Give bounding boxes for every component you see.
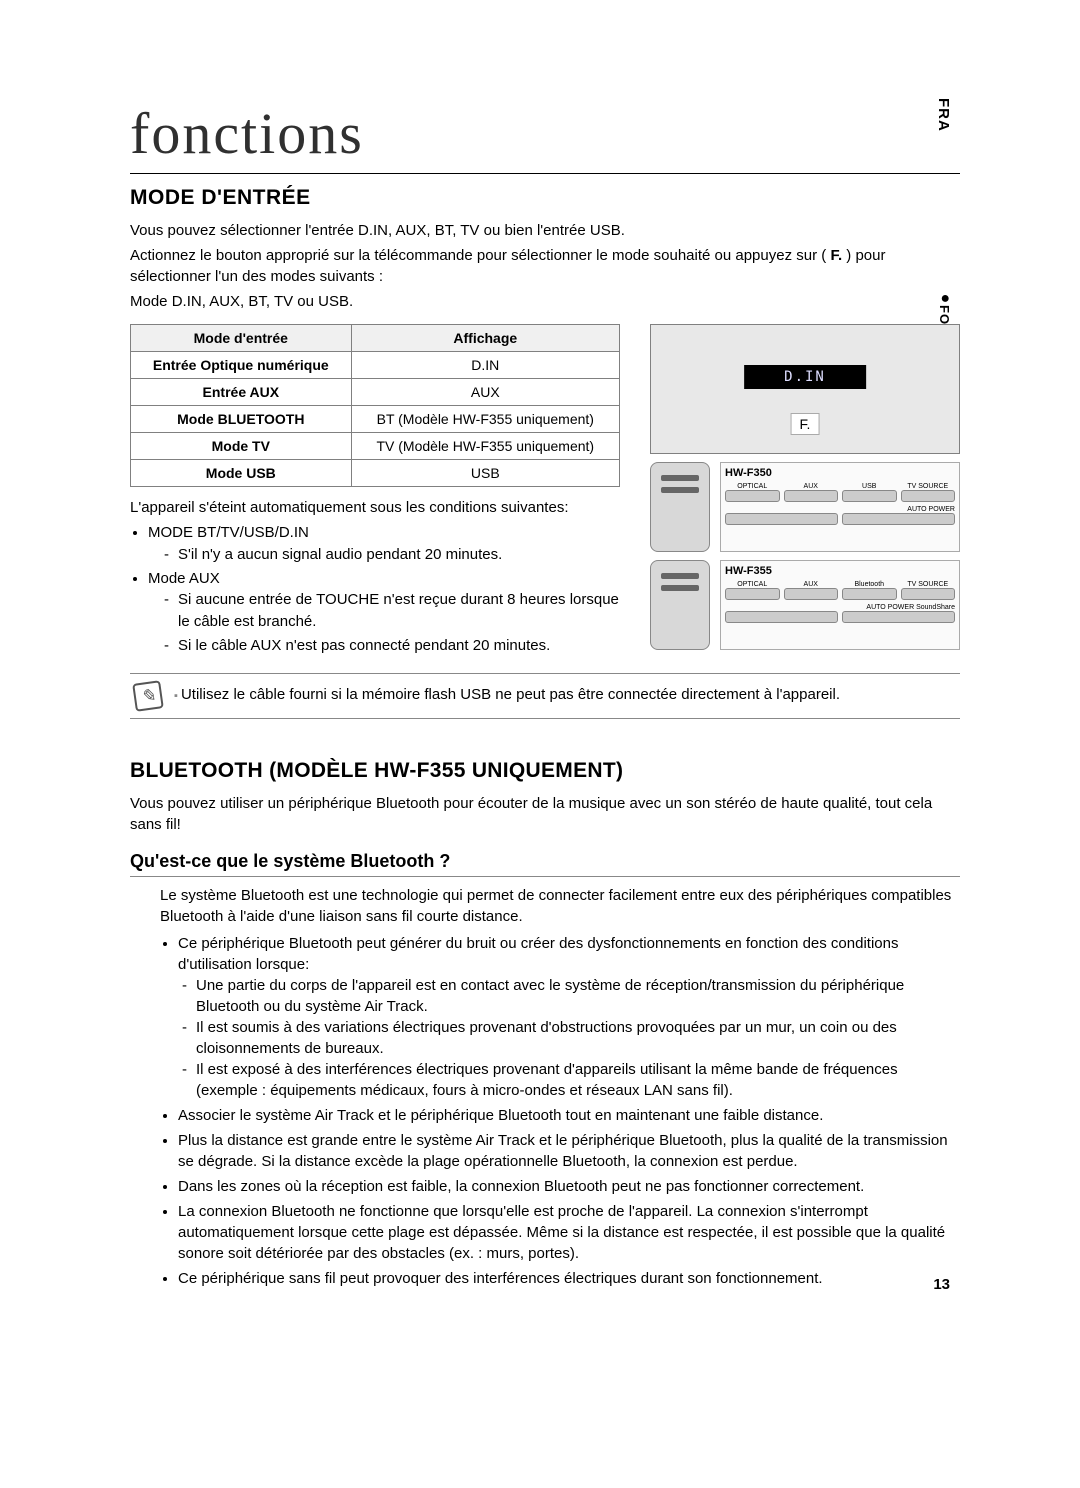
bt-bullet-list: Ce périphérique Bluetooth peut générer d… xyxy=(178,933,960,1289)
list-item: La connexion Bluetooth ne fonctionne que… xyxy=(178,1201,960,1264)
th-display: Affichage xyxy=(351,325,619,352)
note-box: ✎ Utilisez le câble fourni si la mémoire… xyxy=(130,673,960,719)
bluetooth-heading: BLUETOOTH (MODÈLE HW-F355 UNIQUEMENT) xyxy=(130,759,960,783)
remote-button-labels: OPTICAL AUX Bluetooth TV SOURCE xyxy=(725,581,955,588)
list-item: Mode AUX Si aucune entrée de TOUCHE n'es… xyxy=(148,568,620,657)
list-item: S'il n'y a aucun signal audio pendant 20… xyxy=(164,544,620,566)
list-item: MODE BT/TV/USB/D.IN S'il n'y a aucun sig… xyxy=(148,522,620,566)
list-item: Si le câble AUX n'est pas connecté penda… xyxy=(164,635,620,657)
remote-model: HW-F355 xyxy=(725,565,955,577)
remote-model: HW-F350 xyxy=(725,467,955,479)
page-number: 13 xyxy=(933,1276,950,1293)
intro-p2a: Actionnez le bouton approprié sur la tél… xyxy=(130,247,830,264)
list-item: Ce périphérique Bluetooth peut générer d… xyxy=(178,933,960,1101)
remote-button-labels: OPTICAL AUX USB TV SOURCE xyxy=(725,483,955,490)
bt-para: Le système Bluetooth est une technologie… xyxy=(160,885,960,927)
list-item: Si aucune entrée de TOUCHE n'est reçue d… xyxy=(164,589,620,633)
remote-icon xyxy=(650,560,710,650)
intro-p2: Actionnez le bouton approprié sur la tél… xyxy=(130,245,960,287)
device-illustration: D.IN F. xyxy=(650,324,960,454)
intro-p3: Mode D.IN, AUX, BT, TV ou USB. xyxy=(130,291,960,312)
intro-p2b-bold: F. xyxy=(830,247,842,264)
remote-sub: AUTO POWER SoundShare xyxy=(725,604,955,611)
remote-panel: HW-F355 OPTICAL AUX Bluetooth TV SOURCE … xyxy=(720,560,960,650)
list-item: Plus la distance est grande entre le sys… xyxy=(178,1130,960,1172)
list-item: Il est exposé à des interférences électr… xyxy=(182,1059,960,1101)
list-item: Dans les zones où la réception est faibl… xyxy=(178,1176,960,1197)
remote-panel: HW-F350 OPTICAL AUX USB TV SOURCE AUTO P… xyxy=(720,462,960,552)
list-item: Ce périphérique sans fil peut provoquer … xyxy=(178,1268,960,1289)
device-display: D.IN xyxy=(744,365,866,389)
remote-icon xyxy=(650,462,710,552)
table-row: Mode TVTV (Modèle HW-F355 uniquement) xyxy=(131,433,620,460)
list-item: Il est soumis à des variations électriqu… xyxy=(182,1017,960,1059)
list-item: Associer le système Air Track et le péri… xyxy=(178,1105,960,1126)
mode-entree-heading: MODE D'ENTRÉE xyxy=(130,186,960,210)
remote-row-hw-f355: HW-F355 OPTICAL AUX Bluetooth TV SOURCE … xyxy=(650,560,960,650)
remote-sub: AUTO POWER xyxy=(725,506,955,513)
table-row: Entrée Optique numériqueD.IN xyxy=(131,352,620,379)
auto-off-intro: L'appareil s'éteint automatiquement sous… xyxy=(130,497,620,518)
intro-p1: Vous pouvez sélectionner l'entrée D.IN, … xyxy=(130,220,960,241)
bt-intro: Vous pouvez utiliser un périphérique Blu… xyxy=(130,793,960,835)
pencil-icon: ✎ xyxy=(132,680,164,712)
auto-off-list: MODE BT/TV/USB/D.IN S'il n'y a aucun sig… xyxy=(148,522,620,657)
input-mode-table: Mode d'entrée Affichage Entrée Optique n… xyxy=(130,324,620,487)
th-mode: Mode d'entrée xyxy=(131,325,352,352)
list-item: Une partie du corps de l'appareil est en… xyxy=(182,975,960,1017)
page-title: fonctions xyxy=(130,100,960,174)
table-row: Entrée AUXAUX xyxy=(131,379,620,406)
table-row: Mode USBUSB xyxy=(131,460,620,487)
note-text: Utilisez le câble fourni si la mémoire f… xyxy=(174,682,840,705)
table-row: Mode BLUETOOTHBT (Modèle HW-F355 uniquem… xyxy=(131,406,620,433)
sidebar-language: FRA xyxy=(935,98,952,132)
bt-question-heading: Qu'est-ce que le système Bluetooth ? xyxy=(130,851,960,877)
remote-row-hw-f350: HW-F350 OPTICAL AUX USB TV SOURCE AUTO P… xyxy=(650,462,960,552)
device-button-callout: F. xyxy=(791,413,820,435)
